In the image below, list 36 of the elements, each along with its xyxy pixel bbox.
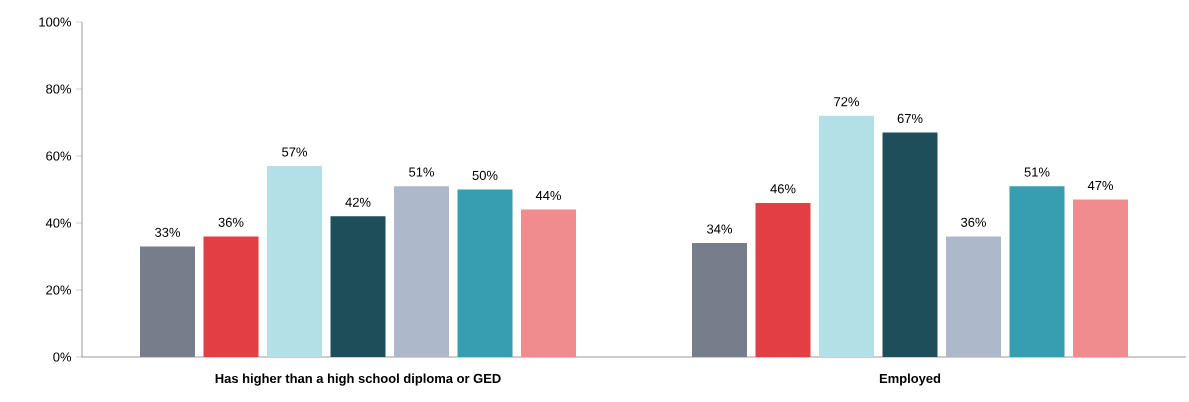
data-label: 72%: [834, 97, 859, 107]
y-tick-label: 100%: [39, 17, 72, 27]
bar: [1009, 186, 1065, 357]
data-label: 34%: [707, 224, 732, 234]
y-tick-label: 0%: [53, 352, 72, 362]
bar: [882, 132, 938, 357]
y-tick-label: 20%: [46, 285, 72, 295]
bar: [330, 216, 386, 357]
bar: [394, 186, 449, 357]
bar: [267, 166, 322, 357]
bar: [1073, 199, 1128, 357]
data-label: 51%: [1024, 167, 1050, 177]
y-tick-label: 60%: [46, 151, 72, 161]
bar: [521, 209, 576, 357]
data-label: 67%: [897, 113, 923, 124]
x-tick-label: Has higher than a high school diploma or GED: [215, 373, 501, 386]
y-tick-label: 40%: [45, 218, 72, 228]
bar: [140, 246, 195, 357]
data-label: 36%: [218, 217, 244, 227]
bar: [457, 189, 513, 357]
bar: [946, 236, 1001, 357]
bar: [755, 202, 811, 357]
data-label: 50%: [472, 170, 498, 180]
data-label: 36%: [961, 217, 986, 227]
y-tick-label: 80%: [46, 84, 72, 94]
data-label: 57%: [282, 147, 307, 157]
bar: [819, 115, 874, 357]
data-label: 42%: [345, 197, 371, 207]
data-label: 44%: [535, 191, 562, 201]
data-label: 46%: [770, 184, 796, 194]
data-label: 33%: [155, 227, 180, 237]
bar: [692, 243, 747, 357]
data-label: 51%: [409, 167, 434, 177]
data-label: 47%: [1087, 180, 1114, 191]
x-tick-label: Employed: [879, 373, 941, 386]
bar: [203, 236, 259, 357]
